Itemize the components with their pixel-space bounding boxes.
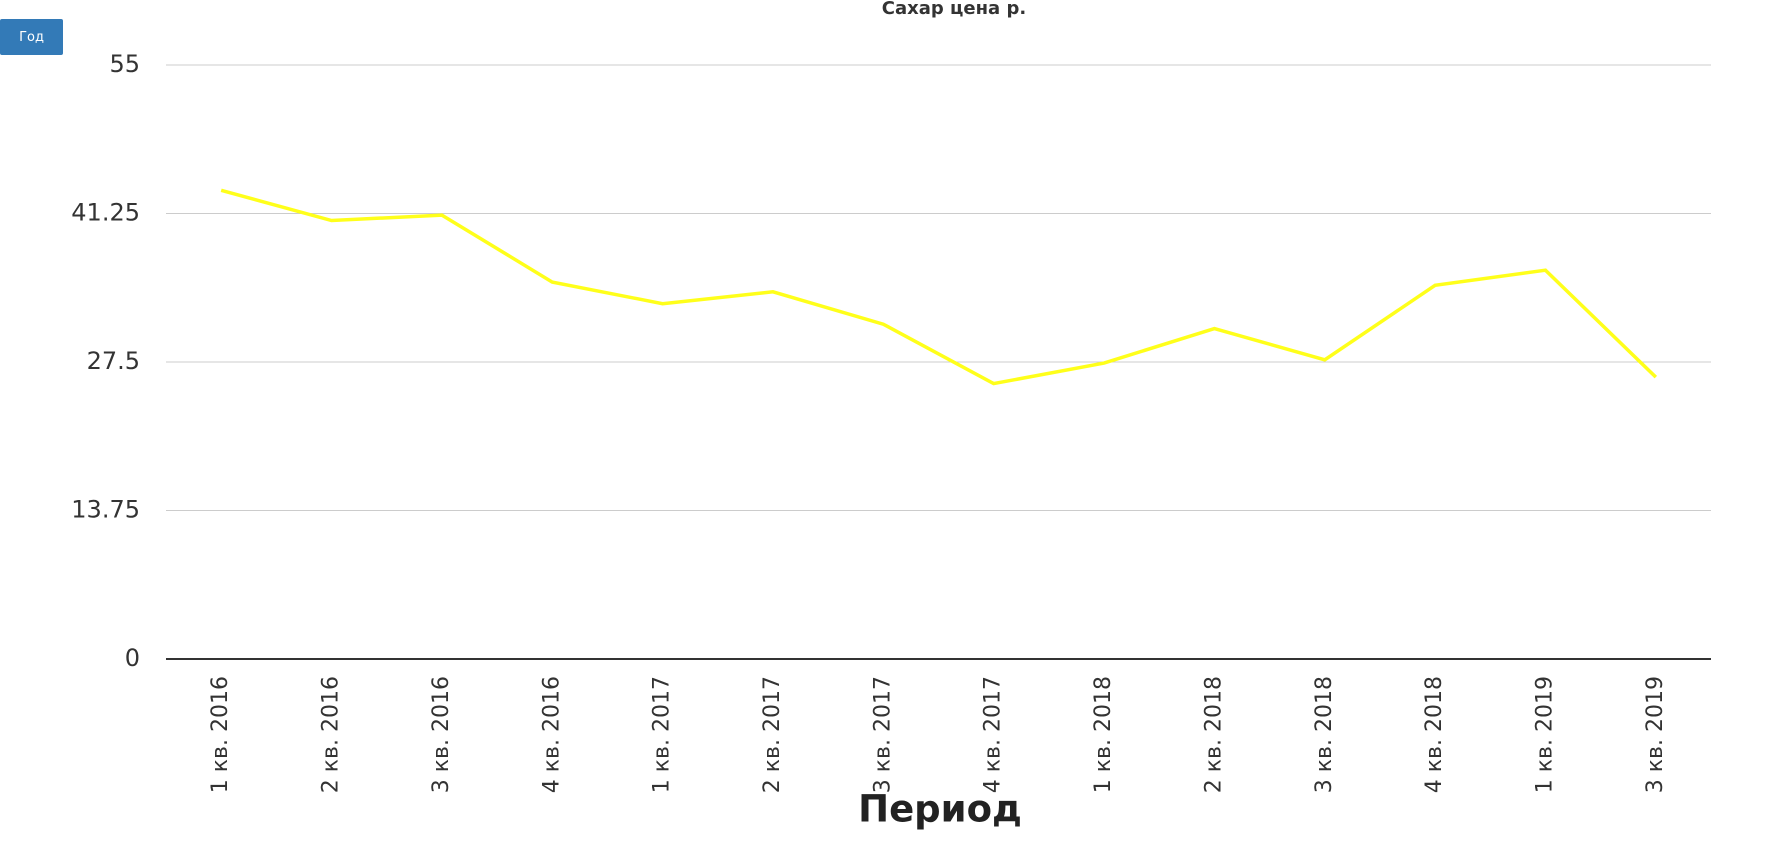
- y-tick-label: 41.25: [71, 199, 140, 227]
- x-tick-label: 3 кв. 2019: [1643, 676, 1668, 793]
- x-tick-label: 3 кв. 2018: [1312, 676, 1337, 793]
- x-tick-label: 2 кв. 2018: [1201, 676, 1226, 793]
- x-tick-label: 1 кв. 2019: [1532, 676, 1557, 793]
- x-tick-label: 2 кв. 2017: [760, 676, 785, 793]
- line-series: [220, 188, 1658, 386]
- y-tick-label: 27.5: [87, 347, 140, 375]
- x-tick-label: 2 кв. 2016: [319, 676, 344, 793]
- x-tick-label: 1 кв. 2016: [208, 676, 233, 793]
- x-tick-label: 4 кв. 2016: [539, 676, 564, 793]
- x-axis-label: Период: [858, 788, 1022, 831]
- period-button[interactable]: Год: [0, 19, 63, 55]
- x-tick-label: 1 кв. 2017: [650, 676, 675, 793]
- y-tick-label: 0: [125, 644, 140, 672]
- x-tick-label: 3 кв. 2017: [870, 676, 895, 793]
- chart-title: Сахар цена р.: [882, 0, 1026, 19]
- y-tick-label: 55: [109, 50, 140, 78]
- x-tick-label: 4 кв. 2018: [1422, 676, 1447, 793]
- x-tick-label: 4 кв. 2017: [981, 676, 1006, 793]
- x-tick-label: 1 кв. 2018: [1091, 676, 1116, 793]
- x-tick-label: 3 кв. 2016: [429, 676, 454, 793]
- y-tick-label: 13.75: [71, 496, 140, 524]
